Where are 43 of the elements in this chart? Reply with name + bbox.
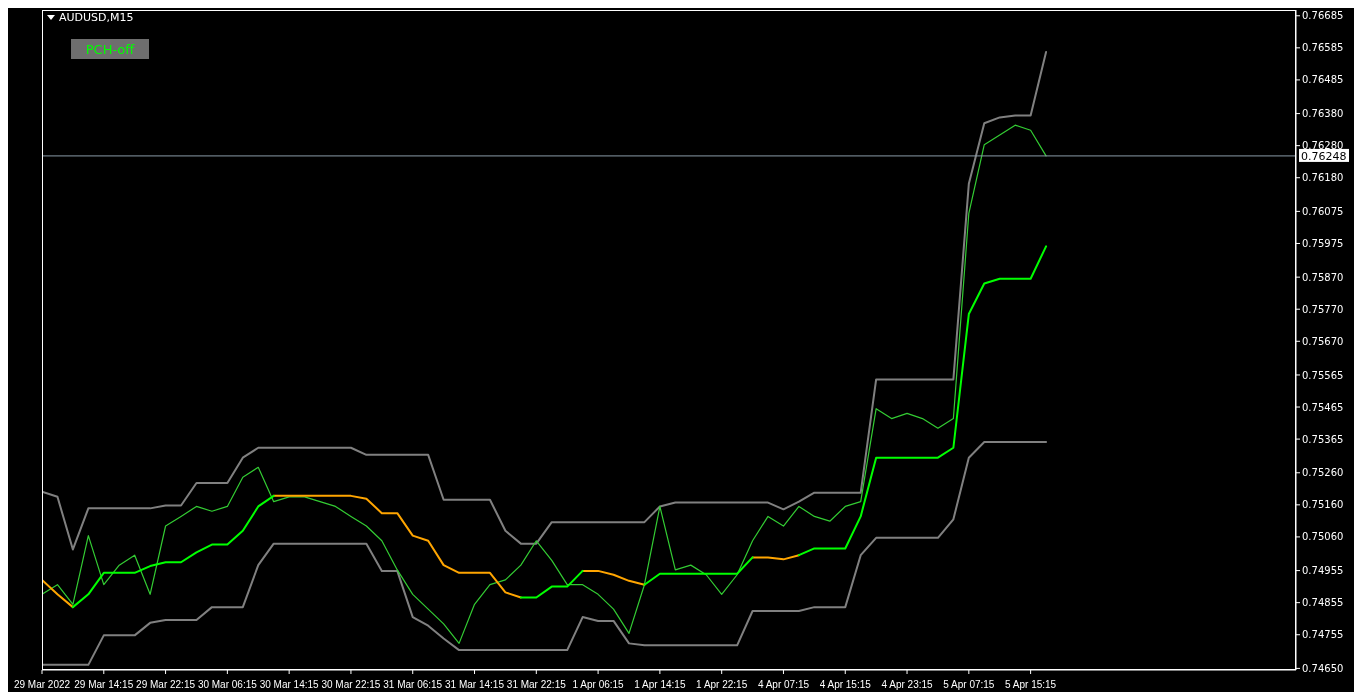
y-tick-label: 0.75260: [1302, 467, 1344, 479]
x-tick-label: 30 Mar 22:15: [321, 679, 381, 690]
y-tick-label: 0.75160: [1302, 499, 1344, 511]
chart-title: AUDUSD,M15: [59, 11, 134, 24]
line-series: [42, 440, 1048, 666]
annotation: PCH-off: [71, 39, 149, 59]
y-tick-label: 0.76585: [1302, 42, 1344, 54]
y-tick-label: 0.74955: [1302, 565, 1344, 577]
y-tick-label: 0.75770: [1302, 303, 1344, 315]
x-tick-label: 31 Mar 22:15: [506, 679, 567, 690]
x-tick-label: 30 Mar 06:15: [197, 679, 258, 690]
x-tick-label: 5 Apr 15:15: [1005, 679, 1057, 690]
y-tick-label: 0.75670: [1302, 335, 1344, 347]
line-series: [42, 124, 1047, 644]
ref-line-label: 0.76248: [1301, 149, 1347, 163]
x-tick-label: 4 Apr 23:15: [881, 679, 934, 690]
x-tick-label: 1 Apr 22:15: [696, 679, 748, 690]
x-tick-label: 29 Mar 2022: [13, 679, 71, 690]
x-tick-label: 4 Apr 15:15: [819, 679, 872, 690]
y-tick-label: 0.76075: [1302, 205, 1344, 217]
y-tick-label: 0.74755: [1302, 629, 1344, 641]
y-tick-label: 0.76180: [1302, 172, 1344, 184]
x-tick-label: 30 Mar 14:15: [259, 679, 320, 690]
x-tick-label: 1 Apr 14:15: [634, 679, 686, 690]
x-tick-label: 5 Apr 07:15: [943, 679, 995, 690]
x-tick-label: 31 Mar 06:15: [383, 679, 443, 690]
y-tick-label: 0.76485: [1302, 74, 1344, 86]
y-tick-label: 0.74855: [1302, 597, 1344, 609]
y-tick-label: 0.75565: [1302, 369, 1344, 381]
y-tick-label: 0.74650: [1302, 662, 1344, 674]
x-tick-label: 4 Apr 07:15: [757, 679, 810, 690]
x-tick-label: 29 Mar 22:15: [136, 679, 196, 690]
y-tick-label: 0.76280: [1302, 140, 1344, 152]
x-tick-label: 29 Mar 14:15: [74, 679, 134, 690]
y-tick-label: 0.75975: [1302, 238, 1344, 250]
y-tick-label: 0.75870: [1302, 271, 1344, 283]
x-tick-label: 1 Apr 06:15: [572, 679, 625, 690]
y-tick-label: 0.76380: [1302, 108, 1344, 120]
x-tick-label: 31 Mar 14:15: [445, 679, 505, 690]
y-tick-label: 0.75060: [1302, 531, 1344, 543]
y-tick-label: 0.75465: [1302, 401, 1344, 413]
y-tick-label: 0.76685: [1302, 10, 1344, 22]
y-tick-label: 0.75365: [1302, 433, 1344, 445]
